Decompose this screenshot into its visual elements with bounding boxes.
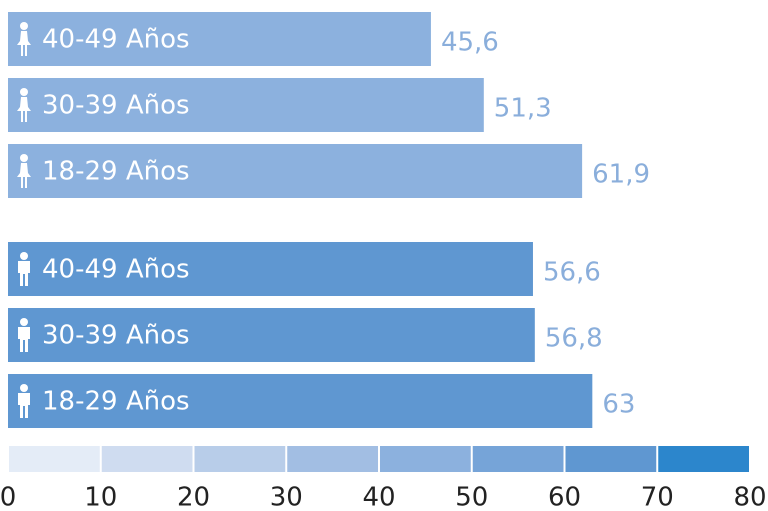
- scale-segment: [564, 446, 658, 472]
- x-tick-label: 50: [455, 483, 488, 511]
- x-tick-label: 10: [84, 483, 117, 511]
- x-tick-label: 60: [548, 483, 581, 511]
- value-label: 56,6: [543, 258, 601, 288]
- category-label: 40-49 Años: [42, 25, 190, 55]
- x-tick-label: 70: [641, 483, 674, 511]
- x-tick-label: 30: [270, 483, 303, 511]
- category-label: 30-39 Años: [42, 321, 190, 351]
- bar: [8, 12, 431, 66]
- category-label: 18-29 Años: [42, 387, 190, 417]
- bar: [8, 308, 535, 362]
- value-label: 51,3: [494, 94, 552, 124]
- category-label: 30-39 Años: [42, 91, 190, 121]
- scale-segment: [8, 446, 101, 472]
- scale-segment: [100, 446, 194, 472]
- category-label: 18-29 Años: [42, 157, 190, 187]
- bar: [8, 144, 583, 198]
- scale-segment: [657, 446, 750, 472]
- x-tick-label: 80: [733, 483, 766, 511]
- bar: [8, 374, 593, 428]
- x-tick-label: 40: [362, 483, 395, 511]
- value-label: 63: [602, 390, 635, 420]
- value-label: 45,6: [441, 28, 499, 58]
- value-label: 56,8: [545, 324, 603, 354]
- x-tick-label: 20: [177, 483, 210, 511]
- scale-segment: [193, 446, 287, 472]
- category-label: 40-49 Años: [42, 255, 190, 285]
- scale-segment: [286, 446, 379, 472]
- bar: [8, 242, 533, 296]
- bar: [8, 78, 484, 132]
- value-label: 61,9: [592, 160, 650, 190]
- x-tick-label: 0: [0, 483, 16, 511]
- scale-segment: [379, 446, 472, 472]
- scale-segment: [471, 446, 565, 472]
